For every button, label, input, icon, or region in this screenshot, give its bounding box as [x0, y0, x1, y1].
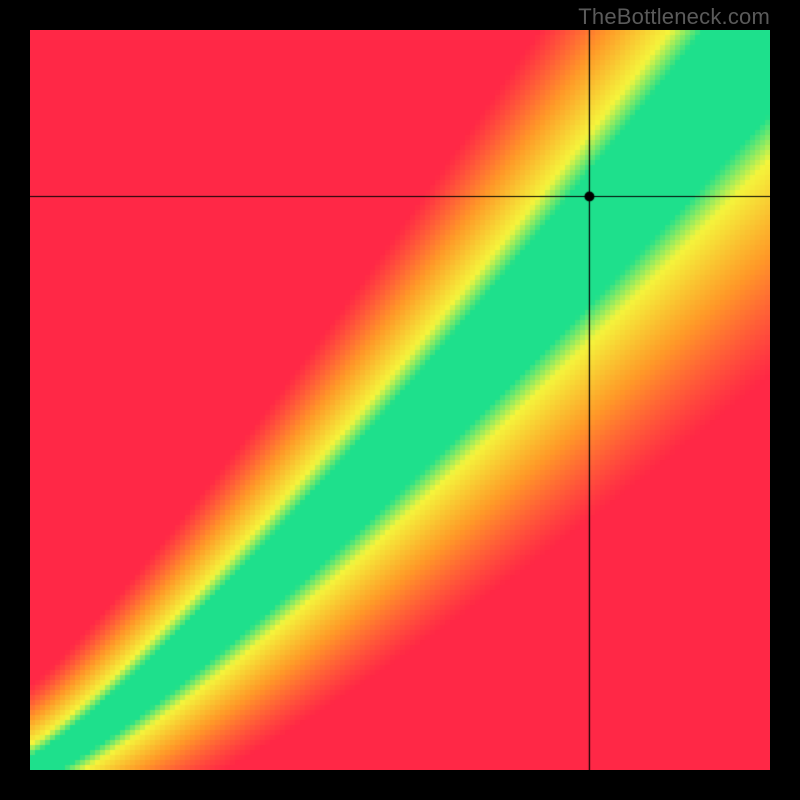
watermark-text: TheBottleneck.com — [578, 4, 770, 30]
bottleneck-heatmap — [30, 30, 770, 770]
chart-container: { "watermark": "TheBottleneck.com", "cha… — [0, 0, 800, 800]
